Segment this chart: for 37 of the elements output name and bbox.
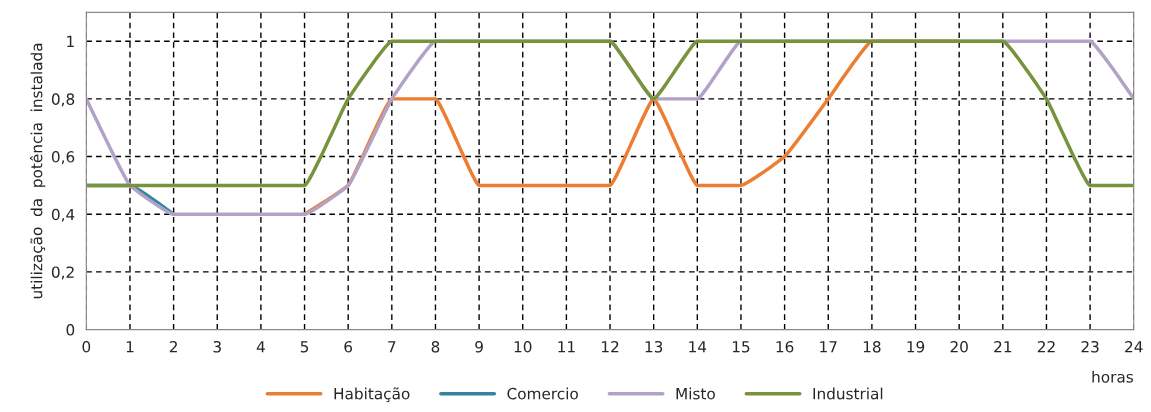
x-tick-label: 1 [126,341,134,353]
y-tick-label: 1 [67,35,74,47]
x-tick-label: 12 [601,340,619,353]
y-tick-label: 0,6 [51,151,75,165]
x-tick-label: 16 [776,340,794,353]
x-tick-label: 0 [82,340,91,353]
x-tick-label: 9 [475,340,483,353]
y-tick-label: 0,4 [51,208,75,222]
x-tick-label: 10 [514,340,532,353]
legend-label: Habitação [334,387,410,403]
x-tick-label: 21 [994,340,1012,353]
x-tick-label: 14 [689,341,707,353]
x-tick-label: 23 [1081,340,1099,353]
x-tick-label: 11 [558,341,575,353]
x-tick-label: 5 [300,341,309,353]
x-tick-label: 6 [344,340,353,353]
x-tick-label: 18 [863,340,881,353]
y-tick-label: 0,2 [51,266,74,280]
x-tick-label: 7 [388,341,396,353]
x-tick-label: 20 [950,340,968,353]
y-tick-label: 0,8 [51,93,75,107]
legend-label: Misto [676,387,715,400]
legend-label: Industrial [813,387,883,400]
x-tick-label: 22 [1037,340,1055,353]
x-tick-label: 17 [820,341,837,353]
y-axis-title: utilização da potência instalada [29,43,46,299]
legend-label: Comercio [507,387,578,400]
x-tick-label: 4 [256,341,265,353]
y-tick-label: 0 [66,324,75,336]
x-axis-title: horas [1092,370,1133,383]
x-tick-label: 19 [907,340,925,353]
x-tick-label: 24 [1125,340,1143,353]
x-tick-label: 13 [645,340,663,353]
x-tick-label: 2 [169,340,177,353]
x-tick-label: 8 [431,340,440,353]
x-tick-label: 3 [213,340,221,353]
x-tick-label: 15 [732,341,750,353]
